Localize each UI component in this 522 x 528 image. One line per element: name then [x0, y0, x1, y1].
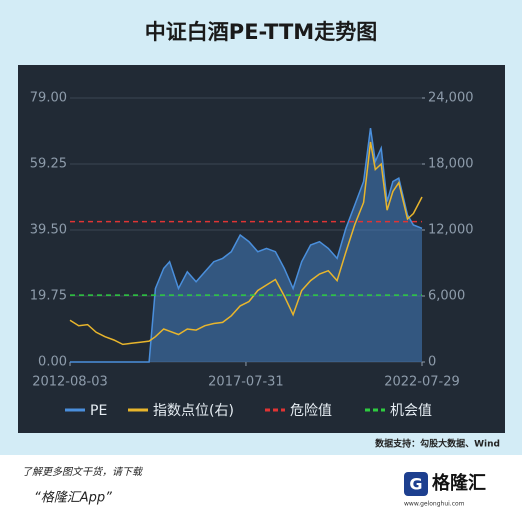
pe-area [70, 128, 422, 362]
y-tick-label: 0.00 [38, 355, 67, 370]
series-line [70, 127, 423, 363]
logo-url: www.gelonghui.com [404, 501, 465, 508]
series-line [69, 141, 423, 346]
y-tick-label: 59.25 [30, 157, 67, 172]
y2-tick-label: 0 [428, 355, 436, 370]
legend-label: PE [90, 403, 107, 419]
y2-tick-label: 12,000 [428, 223, 474, 238]
y2-tick-label: 6,000 [428, 289, 465, 304]
legend-label: 机会值 [390, 403, 432, 419]
legend-label: 指数点位(右) [153, 403, 234, 419]
footer-app: “格隆汇App” [34, 491, 112, 506]
x-tick-label: 2012-08-03 [32, 375, 108, 390]
source-note: 数据支持：勾股大数据、Wind [375, 438, 500, 450]
y2-tick-label: 18,000 [428, 157, 474, 172]
chart-title: 中证白酒PE-TTM走势图 [145, 20, 377, 44]
x-tick-label: 2022-07-29 [384, 375, 460, 390]
logo-brand: 格隆汇 [432, 472, 486, 494]
logo-letter: G [409, 475, 422, 494]
y-tick-label: 39.50 [30, 223, 67, 238]
logo-icon [404, 472, 428, 496]
footer-prompt: 了解更多图文干货，请下载 [22, 466, 144, 478]
legend-label: 危险值 [290, 403, 332, 419]
y-tick-label: 19.75 [30, 289, 67, 304]
y-tick-label: 79.00 [30, 91, 67, 106]
plot-panel [18, 65, 505, 433]
x-tick-label: 2017-07-31 [208, 375, 284, 390]
y2-tick-label: 24,000 [428, 91, 474, 106]
